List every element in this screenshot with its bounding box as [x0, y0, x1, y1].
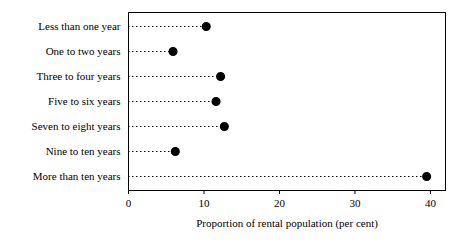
svg-text:10: 10: [198, 197, 210, 209]
svg-text:Proportion of rental populatio: Proportion of rental population (per cen…: [196, 217, 378, 230]
svg-text:Five to six years: Five to six years: [48, 95, 120, 107]
svg-text:40: 40: [425, 197, 437, 209]
svg-text:0: 0: [126, 197, 132, 209]
svg-text:30: 30: [349, 197, 361, 209]
svg-text:One to two years: One to two years: [46, 45, 121, 57]
svg-text:Nine to ten years: Nine to ten years: [46, 145, 121, 157]
svg-text:More than ten years: More than ten years: [33, 170, 121, 182]
svg-text:Less than one year: Less than one year: [38, 20, 120, 32]
svg-text:Seven to eight years: Seven to eight years: [32, 120, 121, 132]
svg-text:20: 20: [274, 197, 286, 209]
svg-text:Three to four years: Three to four years: [37, 70, 121, 82]
